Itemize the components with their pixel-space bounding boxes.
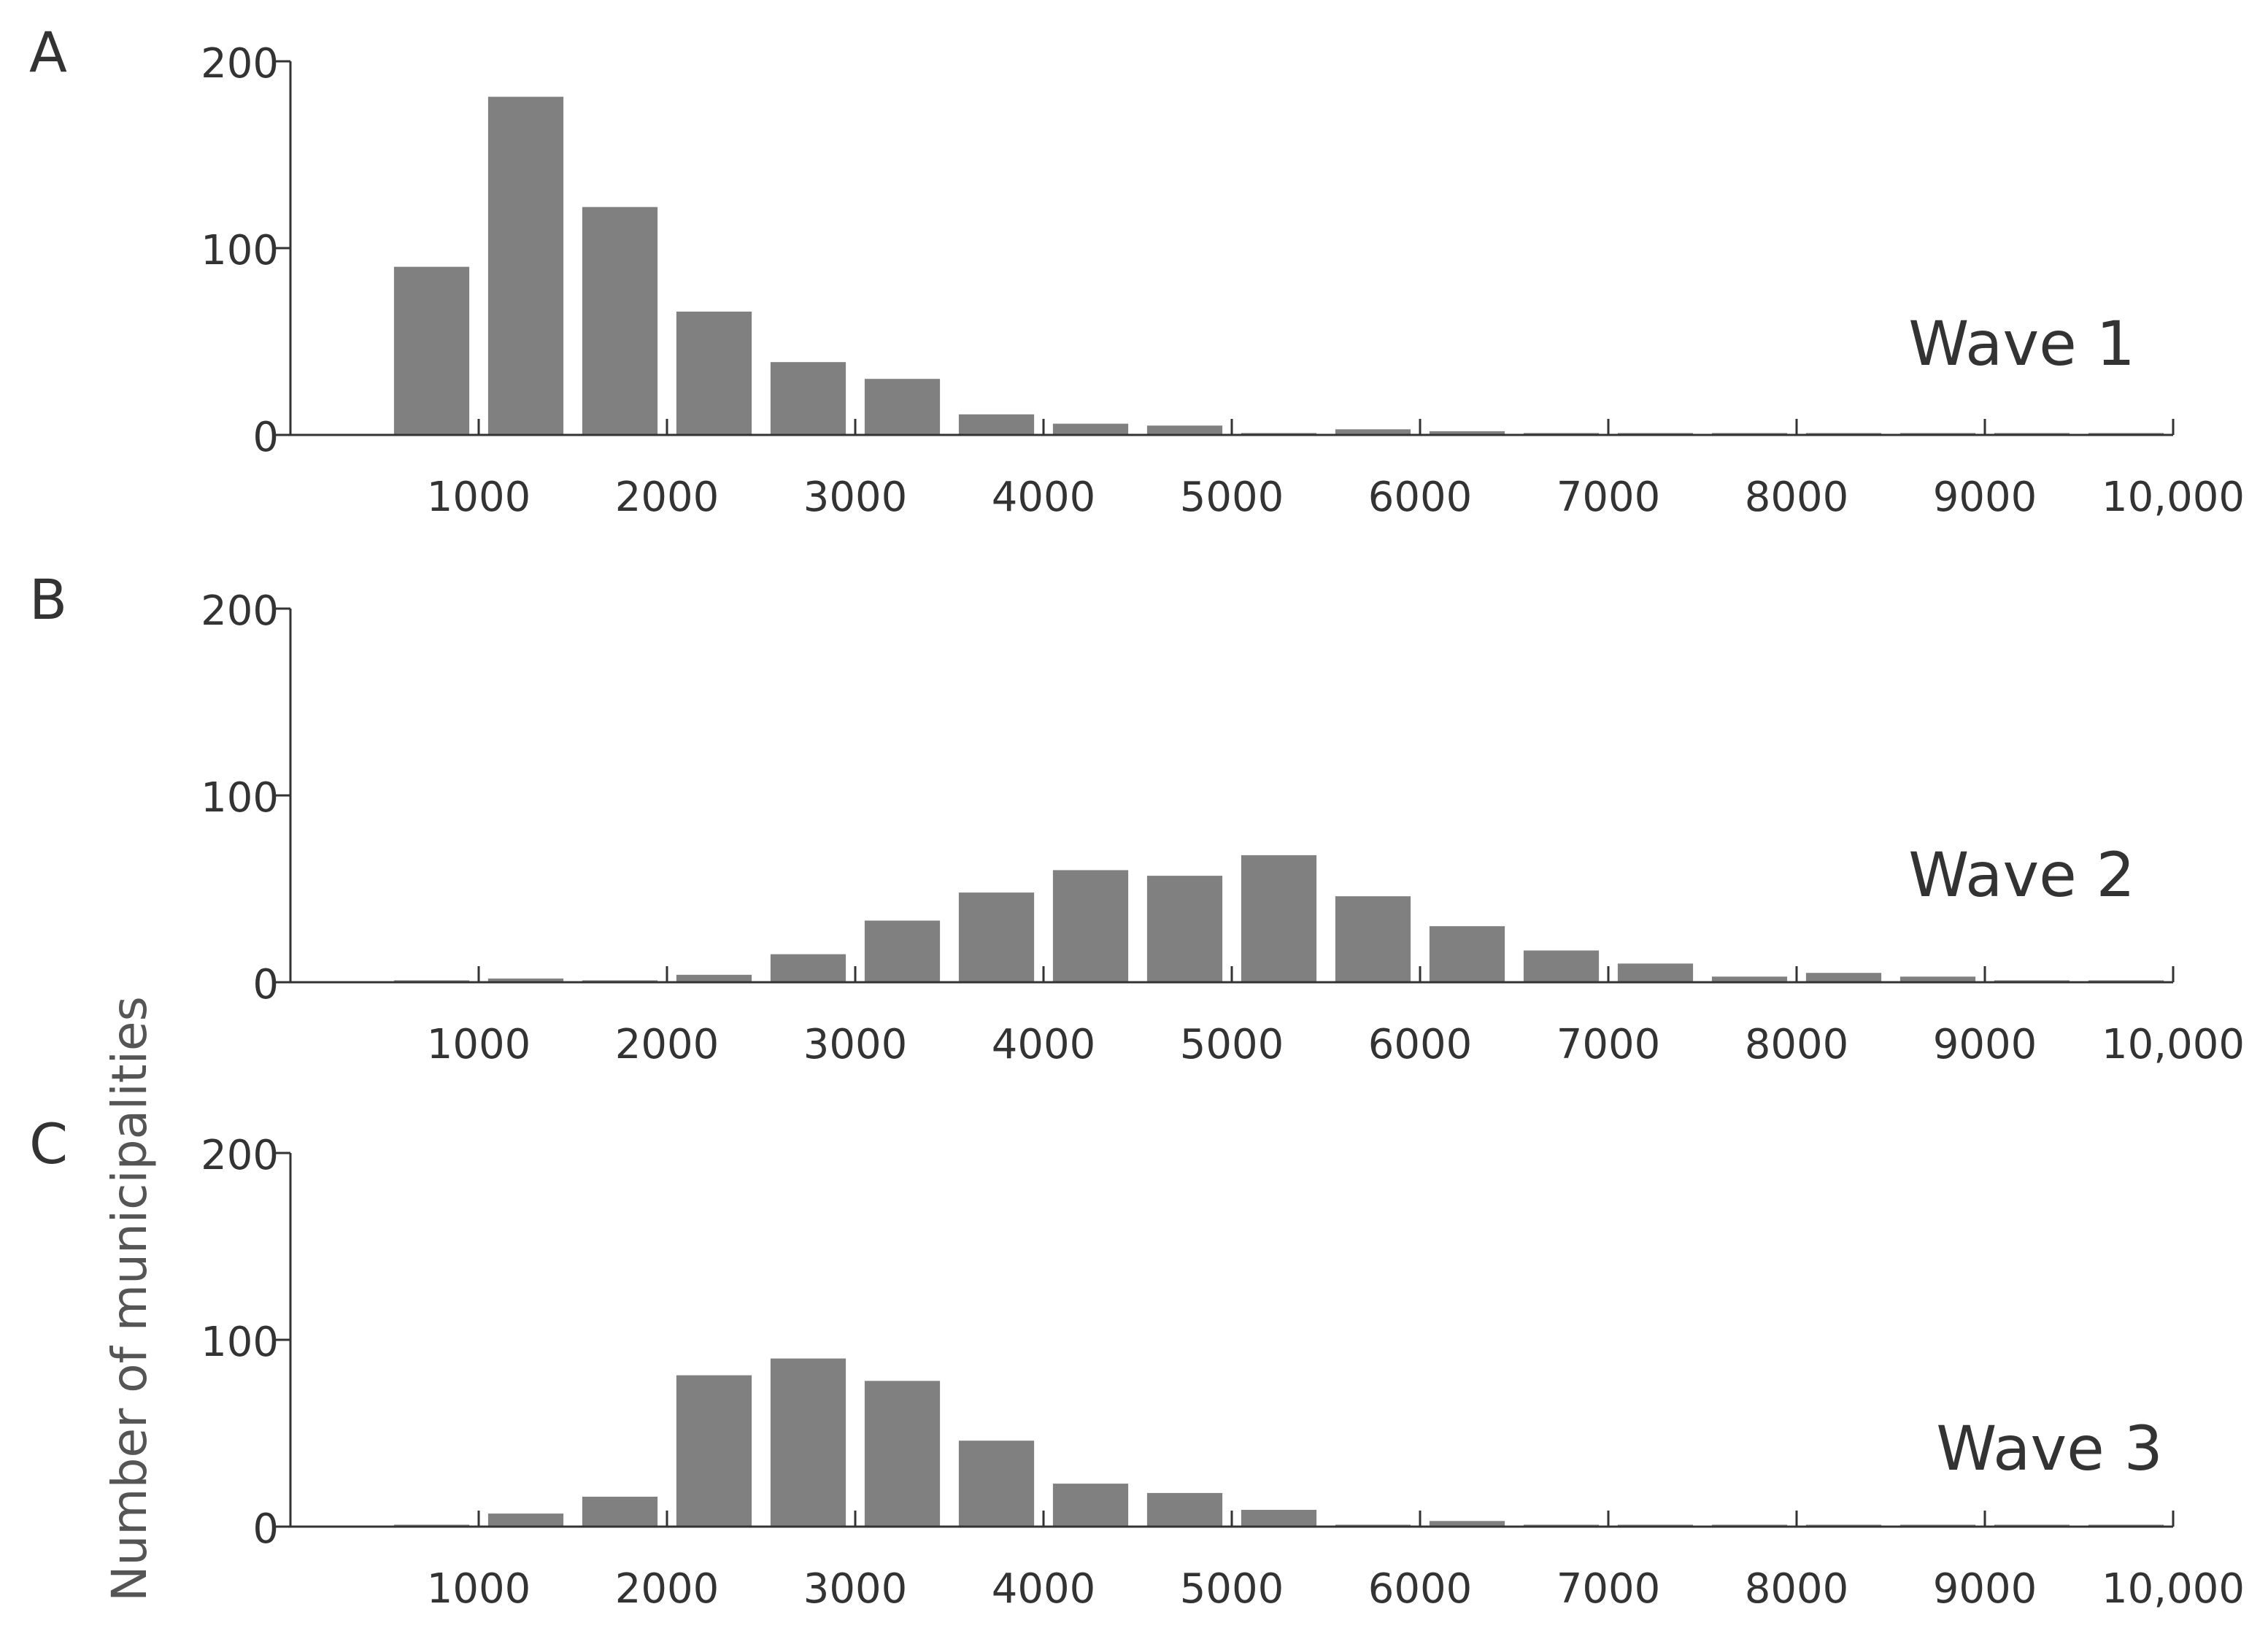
histogram-bar	[1429, 431, 1505, 435]
histogram-bar	[676, 974, 752, 982]
x-tick-label: 5000	[1180, 474, 1284, 521]
histogram-bar	[1335, 429, 1411, 435]
y-tick-label: 100	[201, 227, 279, 274]
x-tick-label: 3000	[803, 1021, 908, 1068]
histogram-bar	[958, 892, 1035, 982]
histogram-bar	[487, 96, 564, 435]
x-tick-label: 7000	[1557, 1565, 1661, 1613]
x-tick-label: 1000	[427, 474, 531, 521]
histogram-bar	[1523, 950, 1600, 982]
y-tick-label: 0	[252, 961, 279, 1009]
x-tick-label: 9000	[1933, 1565, 2037, 1613]
histogram-bar	[1805, 973, 1882, 982]
histogram-bar	[770, 1358, 846, 1527]
x-tick-label: 4000	[992, 474, 1096, 521]
histogram-bar	[1052, 870, 1129, 982]
histogram-bar	[582, 207, 658, 435]
x-tick-label: 8000	[1745, 474, 1849, 521]
histogram-bar	[1241, 855, 1317, 982]
histogram-bar	[1429, 1521, 1505, 1527]
histogram-bar	[1711, 976, 1788, 982]
x-tick-label: 4000	[992, 1565, 1096, 1613]
x-tick-label: 4000	[992, 1021, 1096, 1068]
histogram-bar	[1146, 876, 1223, 982]
x-tick-label: 5000	[1180, 1021, 1284, 1068]
histogram-bar	[864, 920, 941, 982]
histogram-bar	[1429, 926, 1505, 982]
histogram-bar	[770, 954, 846, 982]
y-tick-label: 0	[252, 414, 279, 461]
y-tick-label: 200	[201, 40, 279, 88]
panel-letter: B	[29, 567, 67, 632]
panel-c: C 0 100 200 1000 2000 3000 4000 5000 6000 7000 8000…	[29, 1111, 2245, 1613]
panel-letter: C	[29, 1111, 68, 1176]
panel-letter: A	[29, 20, 67, 85]
histogram-bar	[487, 1513, 564, 1527]
histogram-bar	[393, 266, 470, 435]
histogram-bar	[582, 1497, 658, 1527]
panel-b: B 0 100 200 1000 2000 3000 4000 5000 6000 7000 8000…	[29, 567, 2245, 1068]
y-tick-label: 100	[201, 774, 279, 822]
histogram-bar	[958, 1441, 1035, 1527]
wave-annotation: Wave 1	[1908, 308, 2135, 379]
x-tick-label: 10,000	[2102, 474, 2245, 521]
histogram-bar	[770, 362, 846, 435]
x-tick-label: 3000	[803, 1565, 908, 1613]
x-tick-label: 2000	[615, 1021, 720, 1068]
panel-a: A 0 100 200 1000 2000 3000 4000 5000 6000 7000 8000…	[29, 20, 2245, 521]
x-tick-label: 7000	[1557, 474, 1661, 521]
x-tick-label: 1000	[427, 1021, 531, 1068]
x-tick-label: 6000	[1368, 1565, 1473, 1613]
x-tick-label: 10,000	[2102, 1021, 2245, 1068]
histogram-bar	[1146, 425, 1223, 435]
histogram-bar	[1052, 1484, 1129, 1527]
y-tick-label: 100	[201, 1319, 279, 1366]
histogram-bar	[1899, 976, 1976, 982]
x-tick-label: 9000	[1933, 1021, 2037, 1068]
x-tick-label: 10,000	[2102, 1565, 2245, 1613]
x-tick-label: 6000	[1368, 1021, 1473, 1068]
x-tick-label: 2000	[615, 1565, 720, 1613]
histogram-bar	[1146, 1492, 1223, 1527]
y-tick-label: 200	[201, 1132, 279, 1179]
y-axis-label: Number of municipalities	[101, 996, 158, 1602]
x-tick-label: 9000	[1933, 474, 2037, 521]
histogram-bar	[1241, 1510, 1317, 1527]
x-tick-label: 5000	[1180, 1565, 1284, 1613]
histogram-bar	[864, 1381, 941, 1527]
histogram-bar	[676, 1375, 752, 1527]
x-tick-label: 3000	[803, 474, 908, 521]
wave-annotation: Wave 2	[1908, 839, 2135, 911]
histogram-bar	[864, 379, 941, 435]
x-tick-label: 7000	[1557, 1021, 1661, 1068]
wave-annotation: Wave 3	[1936, 1413, 2163, 1484]
histogram-bar	[958, 414, 1035, 435]
histogram-bar	[1335, 896, 1411, 982]
x-tick-label: 8000	[1745, 1021, 1849, 1068]
histogram-bar	[1052, 423, 1129, 435]
y-tick-label: 200	[201, 587, 279, 635]
x-tick-label: 2000	[615, 474, 720, 521]
x-tick-label: 6000	[1368, 474, 1473, 521]
histogram-bar	[487, 978, 564, 982]
x-tick-label: 1000	[427, 1565, 531, 1613]
y-tick-label: 0	[252, 1505, 279, 1553]
x-tick-label: 8000	[1745, 1565, 1849, 1613]
histogram-bar	[1617, 963, 1694, 982]
histogram-bar	[676, 312, 752, 435]
